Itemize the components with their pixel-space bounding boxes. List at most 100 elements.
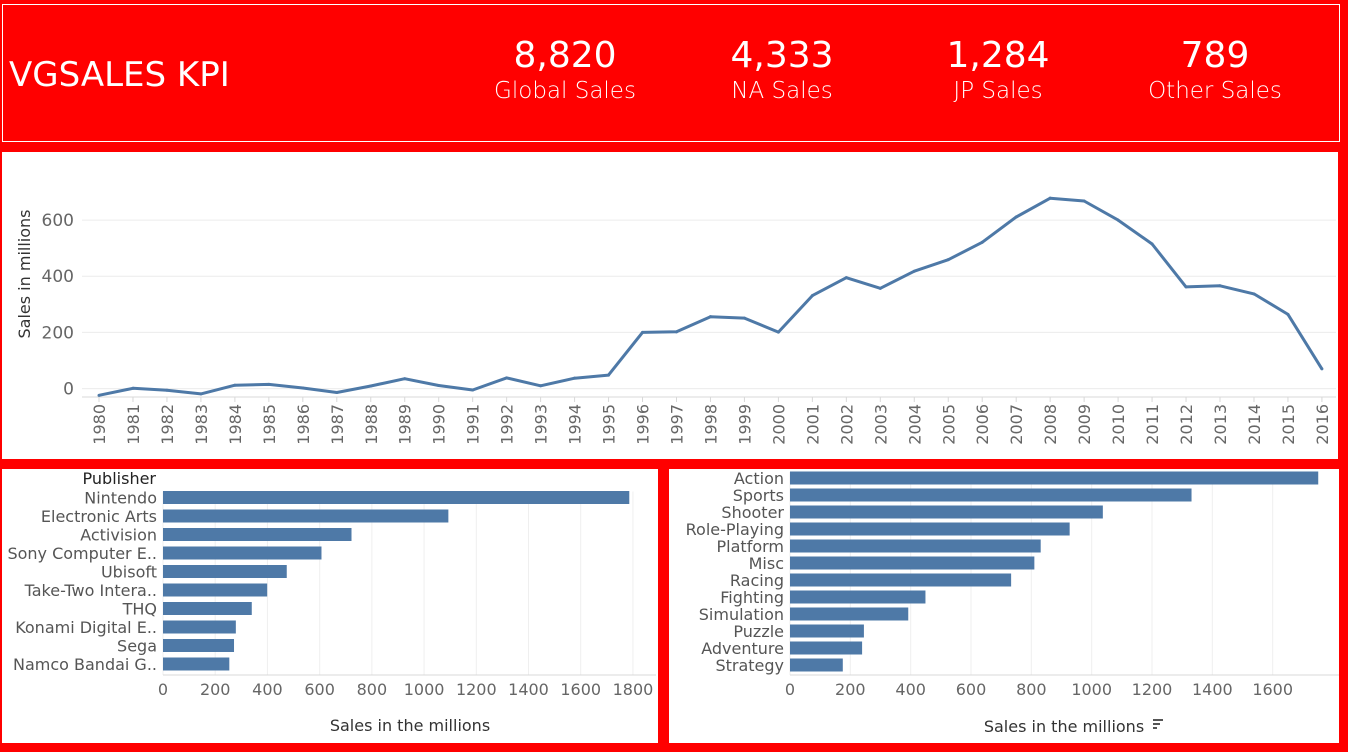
kpi-value: 4,333 bbox=[730, 35, 834, 76]
x-tick-label: 1990 bbox=[430, 404, 449, 445]
x-tick-label: 800 bbox=[357, 680, 388, 699]
x-tick-label: 200 bbox=[200, 680, 231, 699]
data-point-1994 bbox=[573, 376, 577, 380]
x-tick-label: 1400 bbox=[1192, 680, 1233, 699]
x-tick-label: 1993 bbox=[532, 404, 551, 445]
x-tick-label: 600 bbox=[956, 680, 987, 699]
x-tick-label: 1980 bbox=[90, 404, 109, 445]
x-tick-label: 1800 bbox=[613, 680, 654, 699]
x-tick-label: 2013 bbox=[1211, 404, 1230, 445]
publisher-bar-chart[interactable]: 0 200 400 600 800 1000 1200 1400 1600 1800 Nintend… bbox=[2, 469, 658, 743]
kpi-other-sales: 789 Other Sales bbox=[1115, 35, 1315, 105]
sales-line bbox=[98, 196, 1324, 397]
genre-bar-chart[interactable]: 0 200 400 600 800 1000 1200 1400 1600 ActionSport… bbox=[669, 469, 1340, 743]
x-tick-label: 1994 bbox=[566, 404, 585, 445]
data-point-2014 bbox=[1252, 292, 1256, 296]
category-label: Platform bbox=[717, 537, 784, 556]
data-point-1989 bbox=[403, 377, 407, 381]
bar-misc bbox=[790, 556, 1035, 570]
bar-namco-bandai-g- bbox=[163, 657, 230, 671]
x-tick-label: 800 bbox=[1016, 680, 1047, 699]
kpi-value: 789 bbox=[1180, 35, 1250, 76]
x-axis-title: Sales in the millions bbox=[330, 716, 490, 735]
x-tick-label: 1999 bbox=[735, 404, 754, 445]
sort-icon-bar bbox=[1153, 719, 1163, 721]
data-point-1988 bbox=[369, 384, 373, 388]
x-tick-label: 2003 bbox=[871, 404, 890, 445]
kpi-banner: VGSALES KPI 8,820 Global Sales 4,333 NA … bbox=[2, 4, 1340, 142]
kpi-na-sales: 4,333 NA Sales bbox=[682, 35, 882, 105]
bar-fighting bbox=[790, 590, 926, 604]
x-tick-label: 2007 bbox=[1007, 404, 1026, 445]
bar-platform bbox=[790, 539, 1041, 553]
bar-simulation bbox=[790, 607, 909, 621]
x-tick-label: 2004 bbox=[905, 404, 924, 445]
category-label: Sega bbox=[117, 637, 157, 656]
data-point-1986 bbox=[301, 386, 305, 390]
category-label: Puzzle bbox=[733, 622, 784, 641]
x-tick-label: 2008 bbox=[1041, 404, 1060, 445]
y-tick-label: 200 bbox=[42, 323, 74, 343]
x-tick-label: 2006 bbox=[973, 404, 992, 445]
bar-sony-computer-e- bbox=[163, 546, 322, 560]
sales-by-year-chart[interactable]: 0 200 400 600 Sales in millions 1980 1981 1982 1… bbox=[2, 152, 1338, 459]
category-label: Fighting bbox=[720, 588, 784, 607]
x-tick-label: 1000 bbox=[1071, 680, 1112, 699]
x-tick-label: 1981 bbox=[124, 404, 143, 445]
publisher-header: Publisher bbox=[83, 469, 157, 488]
data-point-2005 bbox=[946, 258, 950, 262]
data-point-2006 bbox=[980, 240, 984, 244]
category-label: Action bbox=[734, 469, 784, 488]
x-tick-label: 1985 bbox=[260, 404, 279, 445]
category-label: Strategy bbox=[715, 656, 784, 675]
x-tick-label: 1983 bbox=[192, 404, 211, 445]
data-point-1993 bbox=[539, 384, 543, 388]
publisher-panel: 0 200 400 600 800 1000 1200 1400 1600 1800 Nintend… bbox=[2, 469, 658, 743]
x-tick-label: 400 bbox=[252, 680, 283, 699]
data-point-1992 bbox=[505, 376, 509, 380]
category-label: Take-Two Intera.. bbox=[24, 581, 157, 600]
category-label: Simulation bbox=[699, 605, 784, 624]
x-tick-label: 2005 bbox=[939, 404, 958, 445]
data-point-2008 bbox=[1048, 196, 1052, 200]
data-point-2007 bbox=[1014, 215, 1018, 219]
category-label: Sports bbox=[733, 486, 784, 505]
bar-sega bbox=[163, 639, 235, 652]
data-point-1998 bbox=[708, 315, 712, 319]
data-point-2016 bbox=[1320, 367, 1324, 371]
x-tick-label: 2002 bbox=[837, 404, 856, 445]
data-point-2000 bbox=[776, 330, 780, 334]
dashboard-title: VGSALES KPI bbox=[9, 55, 230, 95]
bar-take-two-intera- bbox=[163, 583, 268, 597]
x-tick-label: 2001 bbox=[803, 404, 822, 445]
bar-activision bbox=[163, 528, 352, 541]
category-label: Nintendo bbox=[84, 489, 157, 508]
bar-strategy bbox=[790, 658, 843, 672]
data-point-1995 bbox=[607, 373, 611, 377]
x-tick-label: 1997 bbox=[667, 404, 686, 445]
bar-nintendo bbox=[163, 491, 630, 504]
data-point-1987 bbox=[335, 391, 339, 395]
sort-icon-bar bbox=[1153, 723, 1160, 725]
sort-descending-icon bbox=[1153, 719, 1163, 729]
category-label: Konami Digital E.. bbox=[15, 618, 157, 637]
data-point-2009 bbox=[1082, 199, 1086, 203]
x-tick-label: 1988 bbox=[362, 404, 381, 445]
x-tick-label: 400 bbox=[895, 680, 926, 699]
y-axis-title: Sales in millions bbox=[15, 210, 34, 339]
x-tick-label: 1995 bbox=[600, 404, 619, 445]
data-point-2012 bbox=[1184, 285, 1188, 289]
bar-shooter bbox=[790, 505, 1103, 519]
data-point-1985 bbox=[267, 382, 271, 386]
data-point-1982 bbox=[165, 388, 169, 392]
kpi-global-sales: 8,820 Global Sales bbox=[465, 35, 665, 105]
category-label: Ubisoft bbox=[101, 563, 157, 582]
bar-sports bbox=[790, 488, 1192, 502]
data-point-2011 bbox=[1150, 242, 1154, 246]
y-tick-label: 400 bbox=[42, 267, 74, 287]
x-tick-label: 1991 bbox=[464, 404, 483, 445]
genre-panel: 0 200 400 600 800 1000 1200 1400 1600 Action Sport… bbox=[669, 469, 1340, 743]
x-tick-label: 1987 bbox=[328, 404, 347, 445]
bar-action bbox=[790, 471, 1319, 485]
category-label: Adventure bbox=[701, 639, 784, 658]
